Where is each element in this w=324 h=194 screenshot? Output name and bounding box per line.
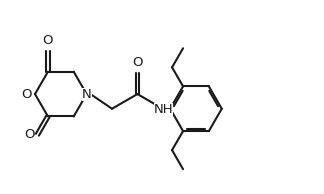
Text: O: O (132, 56, 143, 69)
Text: NH: NH (154, 102, 173, 115)
Text: O: O (21, 87, 31, 100)
Text: O: O (24, 128, 34, 141)
Text: O: O (43, 34, 53, 47)
Text: N: N (82, 87, 91, 100)
